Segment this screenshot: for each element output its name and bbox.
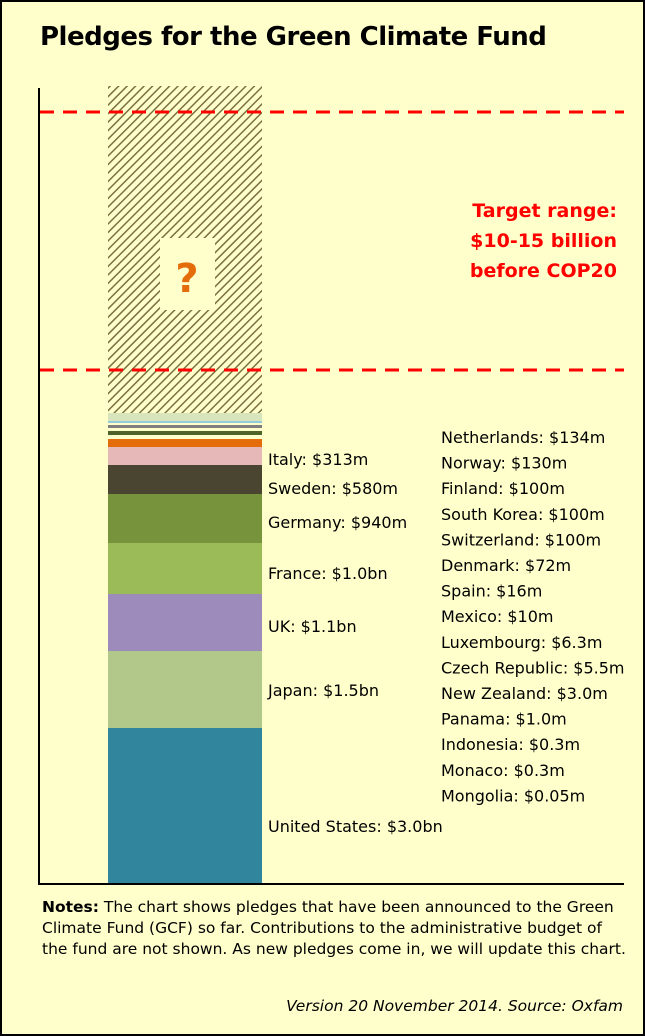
bar-segment [108, 439, 262, 447]
small-pledge-label: Luxembourg: $6.3m [441, 633, 602, 652]
segment-label: United States: $3.0bn [268, 817, 443, 836]
notes-paragraph: Notes: The chart shows pledges that have… [42, 897, 632, 960]
small-pledge-label: Indonesia: $0.3m [441, 735, 580, 754]
bar-segment [108, 420, 262, 421]
small-pledge-label: Spain: $16m [441, 582, 542, 601]
bar-segment [108, 413, 262, 414]
target-label: before COP20 [470, 260, 617, 282]
segment-label: UK: $1.1bn [268, 617, 357, 636]
small-pledge-label: South Korea: $100m [441, 505, 605, 524]
bar-segment [108, 425, 262, 428]
question-box [160, 238, 215, 310]
notes-prefix: Notes: [42, 898, 99, 916]
bar-segment [108, 415, 262, 416]
bar-segment [108, 414, 262, 415]
small-pledge-label: Panama: $1.0m [441, 710, 567, 729]
segment-label: Sweden: $580m [268, 479, 398, 498]
bar-segment [108, 447, 262, 465]
target-label: $10-15 billion [470, 230, 617, 252]
bar-segment [108, 594, 262, 651]
segment-label: Germany: $940m [268, 513, 407, 532]
small-pledge-label: Denmark: $72m [441, 556, 571, 575]
bar-segment [108, 543, 262, 594]
bar-segment [108, 428, 262, 431]
small-pledge-label: Mexico: $10m [441, 607, 553, 626]
small-pledge-label: Switzerland: $100m [441, 530, 601, 549]
bar-segment [108, 421, 262, 423]
segment-label: Italy: $313m [268, 450, 368, 469]
small-pledge-label: Finland: $100m [441, 479, 565, 498]
bar-segment [108, 423, 262, 425]
small-pledge-label: Netherlands: $134m [441, 428, 605, 447]
bar-segment [108, 419, 262, 420]
segment-label: Japan: $1.5bn [267, 681, 379, 700]
chart-title: Pledges for the Green Climate Fund [40, 22, 547, 52]
bar-segment [108, 431, 262, 435]
question-mark: ? [175, 256, 198, 302]
source-line: Version 20 November 2014. Source: Oxfam [286, 997, 623, 1015]
small-pledge-label: New Zealand: $3.0m [441, 684, 608, 703]
bar-segment [108, 417, 262, 418]
small-pledge-label: Mongolia: $0.05m [441, 786, 585, 805]
bar-segment [108, 435, 262, 439]
bar-segment [108, 651, 262, 728]
bar-segment [108, 728, 262, 883]
bar-segment [108, 465, 262, 494]
segment-label: France: $1.0bn [268, 564, 388, 583]
small-pledge-label: Monaco: $0.3m [441, 761, 565, 780]
notes-text: The chart shows pledges that have been a… [42, 898, 626, 958]
small-pledge-label: Norway: $130m [441, 454, 567, 473]
small-pledge-label: Czech Republic: $5.5m [441, 658, 625, 677]
bar-segment [108, 494, 262, 543]
bar-segment [108, 416, 262, 417]
target-label: Target range: [472, 200, 617, 222]
bar-segment [108, 418, 262, 419]
